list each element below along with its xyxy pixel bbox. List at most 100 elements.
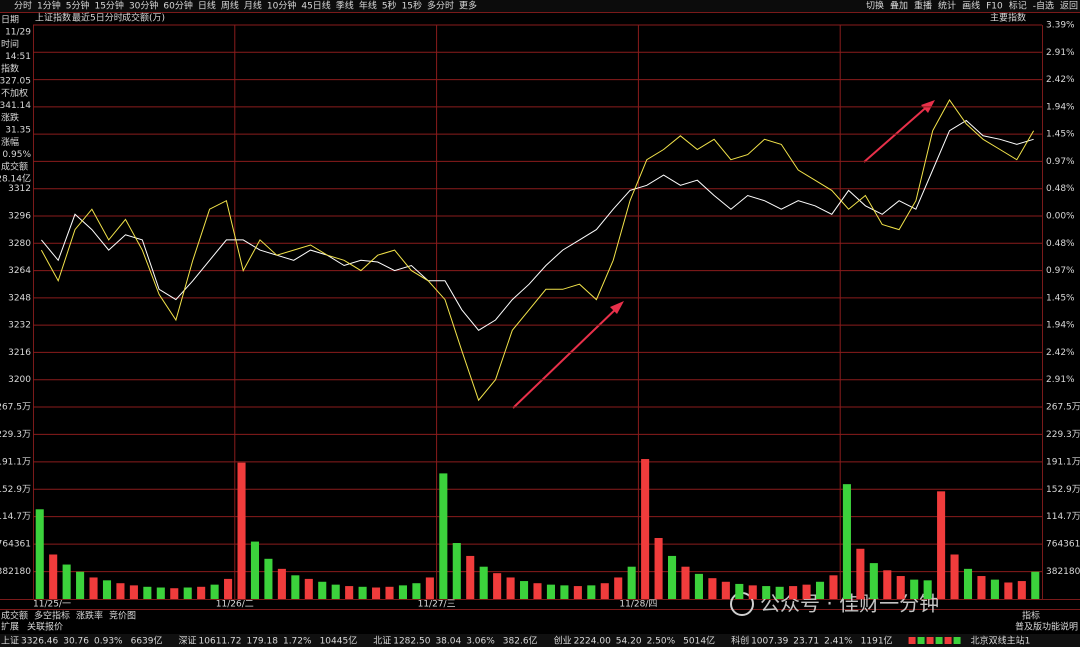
status-value: 3326.46: [21, 637, 58, 647]
volume-bar: [49, 554, 58, 599]
extension-tab[interactable]: 扩展: [1, 621, 19, 633]
volume-bar: [842, 484, 851, 599]
toolbar-tab[interactable]: 15分钟: [94, 0, 123, 12]
signal-block: [917, 637, 925, 644]
y2-tick-label: 0.48%: [1046, 239, 1075, 249]
toolbar-tab[interactable]: 45日线: [301, 0, 330, 12]
indicator-tab[interactable]: 竞价图: [109, 610, 136, 622]
volume-bar: [345, 586, 354, 599]
y2-tick-label: 2.42%: [1046, 348, 1075, 358]
y-tick-label: 3248: [8, 293, 31, 303]
status-value: 1.72%: [283, 637, 312, 647]
volume-bar: [520, 581, 529, 599]
y2-tick-label: 0.97%: [1046, 266, 1075, 276]
volume-bar: [143, 586, 152, 599]
indicator-tab[interactable]: 成交额: [1, 610, 28, 622]
y-tick-label: 267.5万: [0, 403, 31, 413]
volume-bar: [910, 579, 919, 599]
volume-bar: [869, 563, 878, 599]
volume-bar: [291, 575, 300, 599]
toolbar-tool[interactable]: 切换: [866, 0, 884, 12]
extension-tab[interactable]: 关联报价: [27, 621, 63, 633]
info-label: 涨幅: [1, 136, 19, 148]
volume-bar: [573, 586, 582, 599]
day-label: 11/25/一: [33, 600, 71, 610]
indicator-tab[interactable]: 涨跌率: [76, 610, 103, 622]
toolbar-tab[interactable]: 日线: [198, 0, 216, 12]
status-value: 0.93%: [94, 637, 123, 647]
toolbar-tab[interactable]: 分时: [14, 0, 32, 12]
toolbar-tab[interactable]: 更多: [459, 0, 477, 12]
toolbar-tab[interactable]: 1分钟: [37, 0, 61, 12]
toolbar-tab[interactable]: 季线: [336, 0, 354, 12]
volume-bar: [587, 585, 596, 599]
toolbar-tab[interactable]: 10分钟: [267, 0, 296, 12]
volume-bar: [977, 576, 986, 599]
volume-bar: [506, 577, 515, 599]
toolbar-tab[interactable]: 年线: [359, 0, 377, 12]
y2-tick-label: 229.3万: [1046, 430, 1080, 440]
toolbar-tab[interactable]: 多分时: [427, 0, 454, 12]
status-name: 深证: [179, 636, 197, 647]
y-tick-label: 382180: [0, 567, 31, 577]
volume-bar: [641, 459, 650, 599]
toolbar-tool[interactable]: 返回: [1060, 0, 1078, 12]
toolbar-tab[interactable]: 月线: [244, 0, 262, 12]
toolbar-tool[interactable]: F10: [986, 2, 1003, 12]
toolbar-tool[interactable]: 重播: [914, 0, 932, 12]
volume-bar: [708, 578, 717, 599]
y2-tick-label: 2.91%: [1046, 375, 1075, 385]
y-tick-label: 152.9万: [0, 485, 31, 495]
indicator-button[interactable]: 指标: [1022, 610, 1040, 622]
status-amount: 5014亿: [683, 635, 715, 647]
volume-bar: [923, 580, 932, 599]
volume-bar: [546, 584, 555, 599]
help-link[interactable]: 普及版功能说明: [1015, 621, 1078, 633]
volume-bar: [883, 570, 892, 599]
toolbar-tool[interactable]: 画线: [962, 0, 980, 12]
volume-bar: [304, 578, 313, 599]
info-label: 指数: [1, 63, 19, 75]
info-value: 0.95%: [2, 150, 31, 160]
volume-bar: [950, 554, 959, 599]
status-bar: [0, 634, 1080, 647]
toolbar-tab[interactable]: 5分钟: [66, 0, 90, 12]
y2-tick-label: 3.39%: [1046, 21, 1075, 31]
y2-tick-label: 152.9万: [1046, 485, 1080, 495]
info-value: 3327.05: [0, 77, 31, 87]
y-tick-label: 3312: [8, 184, 31, 194]
toolbar: [0, 0, 1080, 12]
volume-bar: [318, 581, 327, 599]
volume-bar: [89, 577, 98, 599]
toolbar-tool[interactable]: 统计: [938, 0, 956, 12]
toolbar-tab[interactable]: 60分钟: [163, 0, 192, 12]
volume-bar: [802, 584, 811, 599]
signal-block: [953, 637, 961, 644]
volume-bar: [694, 573, 703, 599]
volume-bar: [775, 586, 784, 599]
volume-bar: [224, 578, 233, 599]
signal-block: [908, 637, 916, 644]
info-label: 不加权: [1, 87, 28, 99]
toolbar-tab[interactable]: 30分钟: [129, 0, 158, 12]
status-name: 北证: [373, 636, 391, 647]
info-label: 日期: [1, 15, 19, 26]
volume-bar: [937, 491, 946, 599]
y2-tick-label: 1.94%: [1046, 321, 1075, 331]
toolbar-tool[interactable]: 叠加: [890, 1, 908, 12]
y-tick-label: 764361: [0, 540, 31, 550]
status-value: 23.71: [793, 637, 819, 647]
status-name: 创业: [554, 635, 572, 647]
toolbar-tab[interactable]: 15秒: [402, 0, 422, 12]
indicator-tab[interactable]: 多空指标: [34, 610, 70, 622]
toolbar-tool[interactable]: 标记: [1009, 0, 1027, 12]
status-value: 30.76: [63, 637, 89, 647]
volume-bar: [372, 587, 381, 599]
volume-bar: [76, 571, 85, 599]
status-name: 上证: [1, 636, 19, 647]
y-tick-label: 3296: [8, 212, 31, 222]
toolbar-tab[interactable]: 周线: [221, 0, 239, 12]
toolbar-tab[interactable]: 5秒: [382, 0, 397, 12]
toolbar-tool[interactable]: -自选: [1033, 0, 1054, 12]
